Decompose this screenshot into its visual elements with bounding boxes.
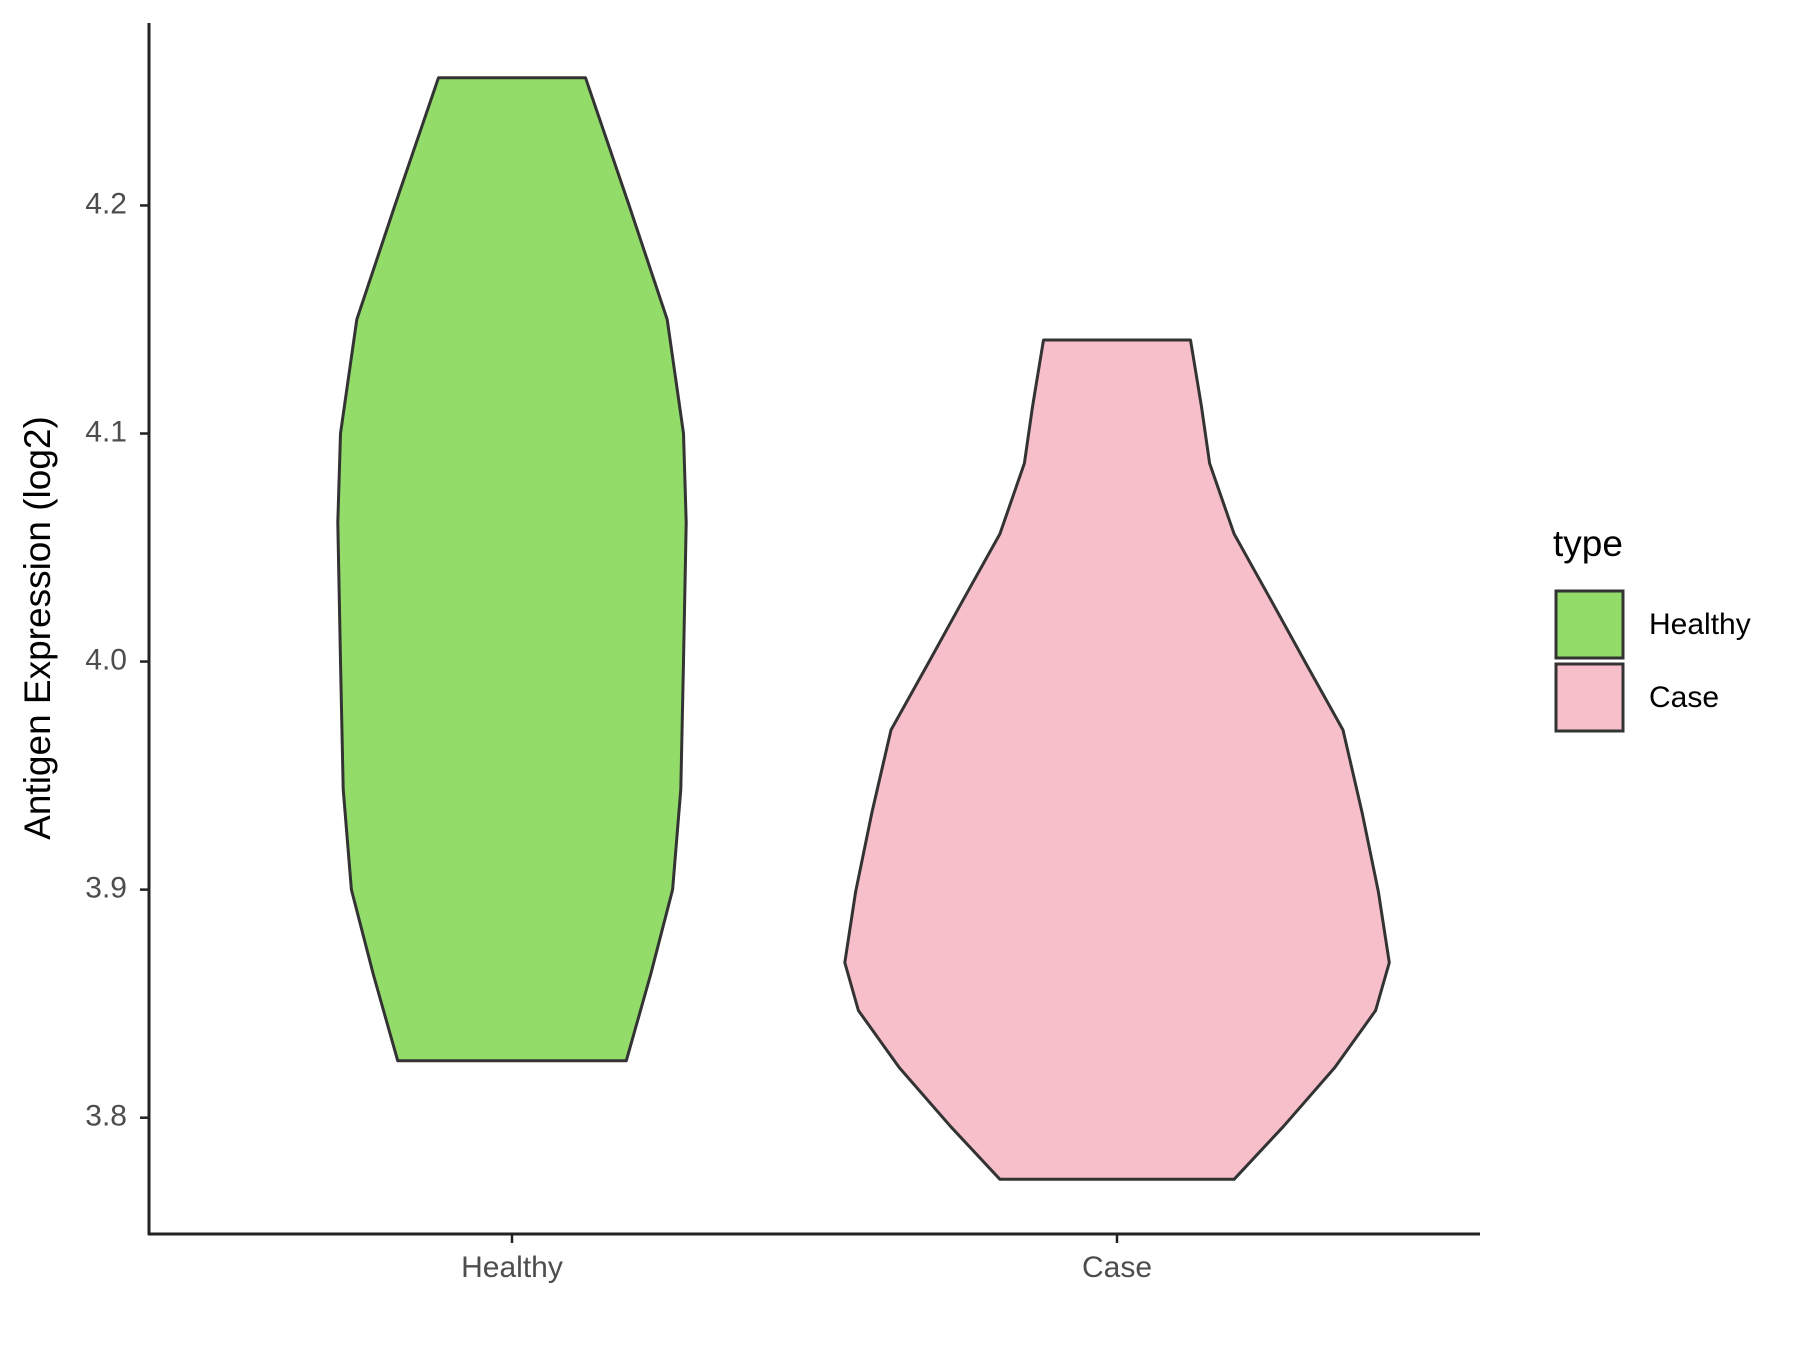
x-tick-label: Case <box>1082 1251 1152 1284</box>
x-tick-label: Healthy <box>461 1251 563 1284</box>
y-tick-label: 3.9 <box>85 872 127 905</box>
y-tick-label: 4.0 <box>85 643 127 676</box>
legend-label: Case <box>1649 681 1719 714</box>
y-axis-label: Antigen Expression (log2) <box>17 416 58 840</box>
legend-key <box>1554 589 1625 660</box>
y-tick-label: 4.2 <box>85 187 127 220</box>
legend-key <box>1554 662 1625 733</box>
legend-title: type <box>1553 523 1623 564</box>
y-tick-label: 3.8 <box>85 1100 127 1133</box>
violin <box>843 338 1391 1181</box>
y-tick-label: 4.1 <box>85 415 127 448</box>
legend-label: Healthy <box>1649 608 1751 641</box>
violin <box>336 76 688 1063</box>
